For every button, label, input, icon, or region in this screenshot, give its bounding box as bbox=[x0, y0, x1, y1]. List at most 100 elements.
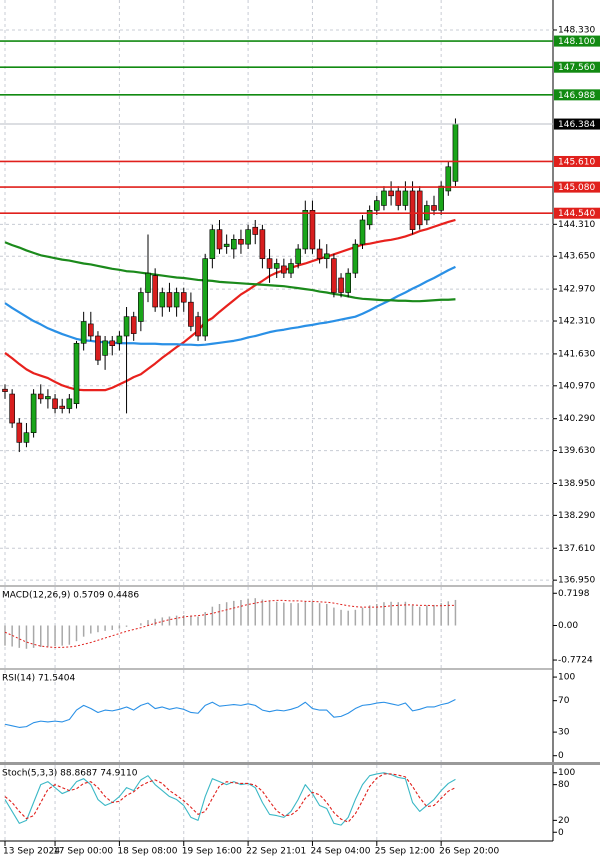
y-tick-label: -0.7724 bbox=[558, 656, 593, 666]
candle-body bbox=[409, 190, 416, 230]
y-tick-label: 139.630 bbox=[558, 446, 595, 456]
x-tick-label: 22 Sep 21:01 bbox=[246, 847, 306, 857]
indicator-line bbox=[4, 698, 456, 728]
candle-body bbox=[359, 219, 366, 245]
x-tick-label: 24 Sep 04:00 bbox=[310, 847, 370, 857]
candle-body bbox=[309, 210, 316, 250]
level-label: 147.560 bbox=[558, 63, 595, 73]
panel-title: Stoch(5,3,3) 88.8687 74.9110 bbox=[2, 769, 138, 779]
candle-body bbox=[295, 248, 301, 264]
level-label-box bbox=[554, 155, 600, 167]
candle-body bbox=[416, 190, 423, 226]
candle-body bbox=[130, 316, 137, 334]
x-tick-label: 25 Sep 12:00 bbox=[375, 847, 435, 857]
y-tick-label: 70 bbox=[558, 696, 570, 706]
y-tick-label: 0 bbox=[558, 751, 564, 761]
candle-body bbox=[281, 265, 287, 274]
candle-body bbox=[123, 316, 130, 337]
level-label-box bbox=[554, 35, 600, 47]
y-tick-label: 143.650 bbox=[558, 252, 595, 262]
candle-body bbox=[445, 166, 452, 192]
y-tick-label: 140.290 bbox=[558, 414, 595, 424]
candle-body bbox=[116, 335, 123, 344]
candle-body bbox=[152, 275, 158, 308]
panel-separator bbox=[0, 762, 600, 765]
x-tick-label: 18 Sep 08:00 bbox=[117, 847, 177, 857]
candle-body bbox=[266, 258, 273, 269]
level-label-box bbox=[554, 61, 600, 73]
candle-body bbox=[16, 422, 23, 443]
candle-body bbox=[288, 263, 294, 274]
y-tick-label: 142.310 bbox=[558, 317, 595, 327]
candle-body bbox=[388, 190, 394, 197]
y-tick-label: 140.970 bbox=[558, 381, 595, 391]
level-label-box bbox=[554, 89, 600, 101]
moving-average bbox=[4, 218, 456, 392]
candle-body bbox=[59, 405, 66, 409]
candle-body bbox=[452, 123, 459, 182]
x-tick-label: 13 Sep 2024 bbox=[3, 847, 60, 857]
candle-body bbox=[66, 398, 73, 409]
y-tick-label: 80 bbox=[558, 780, 570, 790]
candle-body bbox=[102, 340, 108, 356]
y-tick-label: 138.950 bbox=[558, 479, 595, 489]
indicator-line bbox=[4, 773, 456, 823]
level-label-box bbox=[554, 181, 600, 193]
candle-body bbox=[209, 229, 216, 259]
y-tick-label: 148.330 bbox=[558, 25, 595, 35]
candle-body bbox=[316, 248, 323, 259]
last-price-label: 146.384 bbox=[558, 120, 595, 130]
candle-body bbox=[166, 292, 173, 308]
candle-body bbox=[323, 253, 330, 259]
y-tick-label: 20 bbox=[558, 816, 570, 826]
panel-title: MACD(12,26,9) 0.5709 0.4486 bbox=[2, 591, 139, 601]
candle-body bbox=[345, 272, 352, 293]
panel-title: RSI(14) 71.5404 bbox=[2, 674, 75, 684]
x-tick-label: 19 Sep 16:00 bbox=[182, 847, 242, 857]
candle-body bbox=[366, 210, 373, 226]
moving-average bbox=[4, 265, 456, 347]
candle-body bbox=[109, 340, 116, 346]
y-tick-label: 0 bbox=[558, 828, 564, 838]
level-label-box bbox=[554, 207, 600, 219]
candle-body bbox=[259, 229, 266, 259]
y-tick-label: 100 bbox=[558, 768, 575, 778]
candle-body bbox=[138, 292, 144, 322]
candle-body bbox=[438, 185, 444, 211]
y-tick-label: 137.610 bbox=[558, 544, 595, 554]
macd-signal bbox=[4, 599, 456, 648]
x-tick-label: 17 Sep 00:00 bbox=[53, 847, 113, 857]
level-label: 146.988 bbox=[558, 91, 595, 101]
candle-body bbox=[2, 388, 8, 392]
candle-body bbox=[373, 200, 380, 211]
y-tick-label: 30 bbox=[558, 728, 570, 738]
candle-body bbox=[381, 190, 387, 206]
candle-body bbox=[331, 258, 337, 293]
y-tick-label: 0.00 bbox=[558, 621, 578, 631]
level-label: 148.100 bbox=[558, 37, 595, 47]
candle-body bbox=[30, 393, 37, 434]
y-tick-label: 136.950 bbox=[558, 576, 595, 586]
candle-body bbox=[159, 292, 166, 308]
candle-body bbox=[395, 190, 402, 206]
y-tick-label: 0.7198 bbox=[558, 589, 590, 599]
candle-body bbox=[9, 393, 15, 424]
candle-body bbox=[52, 398, 58, 409]
y-tick-label: 142.970 bbox=[558, 285, 595, 295]
last-price-box bbox=[554, 118, 600, 130]
candle-body bbox=[302, 210, 309, 250]
candle-body bbox=[431, 205, 437, 211]
candle-body bbox=[252, 226, 259, 235]
candle-body bbox=[95, 335, 101, 361]
candle-body bbox=[352, 243, 359, 274]
candle-body bbox=[173, 292, 180, 308]
candle-body bbox=[238, 239, 244, 245]
y-tick-label: 138.290 bbox=[558, 511, 595, 521]
moving-average bbox=[4, 241, 456, 303]
candle-body bbox=[180, 292, 187, 303]
candle-body bbox=[80, 321, 87, 344]
candle-body bbox=[202, 258, 208, 337]
candle-body bbox=[23, 432, 30, 443]
candle-body bbox=[245, 229, 251, 245]
